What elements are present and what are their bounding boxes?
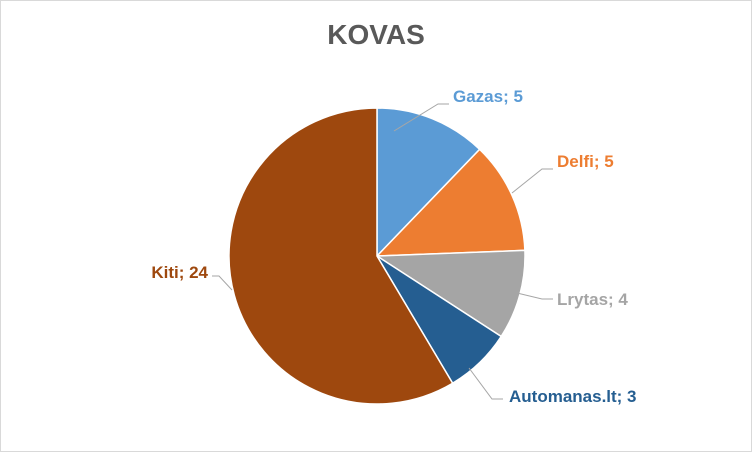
leader-line: [393, 103, 449, 132]
leader-line: [212, 275, 233, 291]
pie-slice-kiti: [228, 107, 454, 405]
pie-slice-gazas: [376, 107, 481, 258]
data-label: Gazas; 5: [453, 87, 523, 106]
data-label: Automanas.lt; 3: [509, 387, 637, 406]
leader-line: [516, 292, 553, 300]
pie-slice-delfi: [375, 148, 526, 257]
data-label: Kiti; 24: [151, 263, 208, 282]
chart-title: KOVAS: [327, 19, 425, 50]
leader-line: [511, 168, 553, 194]
data-label: Delfi; 5: [557, 152, 614, 171]
data-label: Lrytas; 4: [557, 290, 628, 309]
leader-line: [468, 367, 503, 400]
pie-slice-lrytas: [374, 249, 526, 338]
